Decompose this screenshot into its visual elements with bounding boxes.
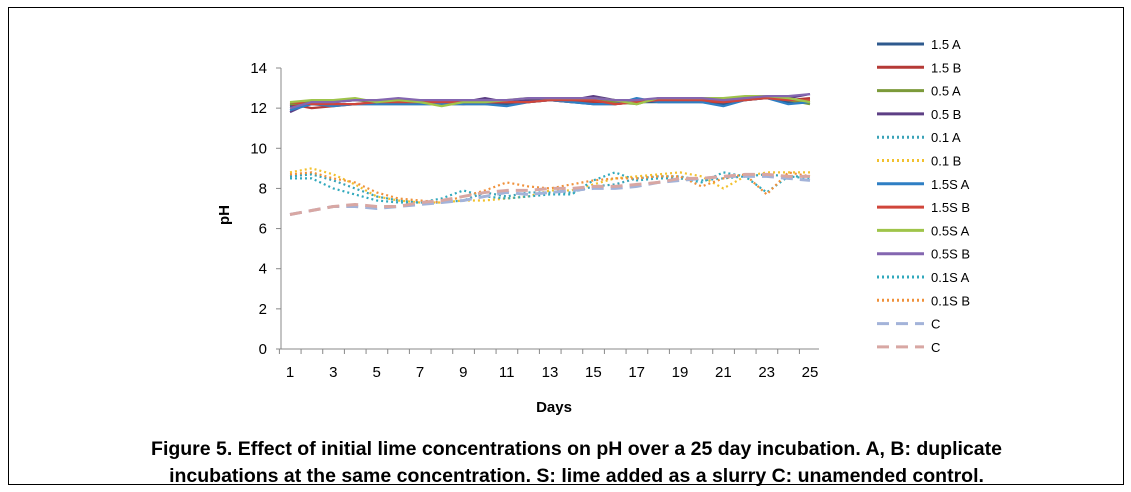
legend-label: 0.5 A [931, 84, 961, 99]
series-line [289, 172, 810, 216]
legend-label: 0.5S A [931, 223, 970, 238]
series-line [289, 92, 811, 110]
legend-label: 0.5S B [931, 247, 970, 262]
series-line [289, 174, 811, 216]
y-tick-label: 6 [259, 221, 267, 238]
x-tick-label: 21 [715, 364, 732, 381]
y-tick-label: 12 [250, 100, 267, 117]
y-tick-label: 8 [259, 180, 267, 197]
x-axis-label: Days [536, 399, 572, 416]
x-tick-label: 23 [758, 364, 775, 381]
legend-label: 1.5 B [931, 60, 961, 75]
series-line [289, 171, 811, 204]
legend-label: 1.5 A [931, 37, 961, 52]
x-tick-label: 5 [372, 364, 380, 381]
y-tick-label: 2 [259, 301, 267, 318]
x-tick-label: 7 [416, 364, 424, 381]
legend-label: 0.1 A [931, 130, 961, 145]
series-line [289, 167, 810, 204]
figure-caption: Figure 5. Effect of initial lime concent… [39, 436, 1114, 490]
x-tick-label: 25 [802, 364, 819, 381]
series-line [290, 171, 811, 204]
x-axis: 1 3 5 7 9 11 13 15 17 19 21 23 25 [278, 348, 819, 381]
x-tick-label: 17 [628, 364, 645, 381]
legend-label: 0.5 B [931, 107, 961, 122]
legend: 1.5 A 1.5 B 0.5 A 0.5 B 0.1 A 0.1 B 1.5S A 1.5S… [877, 37, 970, 355]
legend-label: 1.5S A [931, 177, 970, 192]
plot-area [289, 92, 811, 216]
x-tick-label: 19 [672, 364, 689, 381]
legend-label: C [931, 317, 940, 332]
x-tick-label: 3 [329, 364, 337, 381]
y-tick-label: 14 [250, 60, 267, 77]
y-axis-label: pH [216, 205, 233, 225]
y-tick-label: 10 [250, 140, 267, 157]
caption-line-1: Figure 5. Effect of initial lime concent… [151, 438, 1002, 460]
legend-label: 0.1S B [931, 293, 970, 308]
x-tick-label: 1 [286, 364, 294, 381]
x-tick-label: 9 [459, 364, 467, 381]
series-line [289, 173, 810, 204]
x-tick-label: 11 [499, 364, 515, 381]
x-tick-label: 13 [542, 364, 559, 381]
legend-label: 1.5S B [931, 200, 970, 215]
legend-label: 0.1S A [931, 270, 970, 285]
legend-label: 0.1 B [931, 154, 961, 169]
caption-line-2: incubations at the same concentration. S… [169, 465, 984, 487]
y-tick-label: 4 [259, 261, 267, 278]
y-tick-label: 0 [259, 341, 267, 358]
x-tick-label: 15 [585, 364, 602, 381]
legend-label: C [931, 340, 940, 355]
y-axis: 0 2 4 6 8 10 12 14 [250, 60, 282, 358]
